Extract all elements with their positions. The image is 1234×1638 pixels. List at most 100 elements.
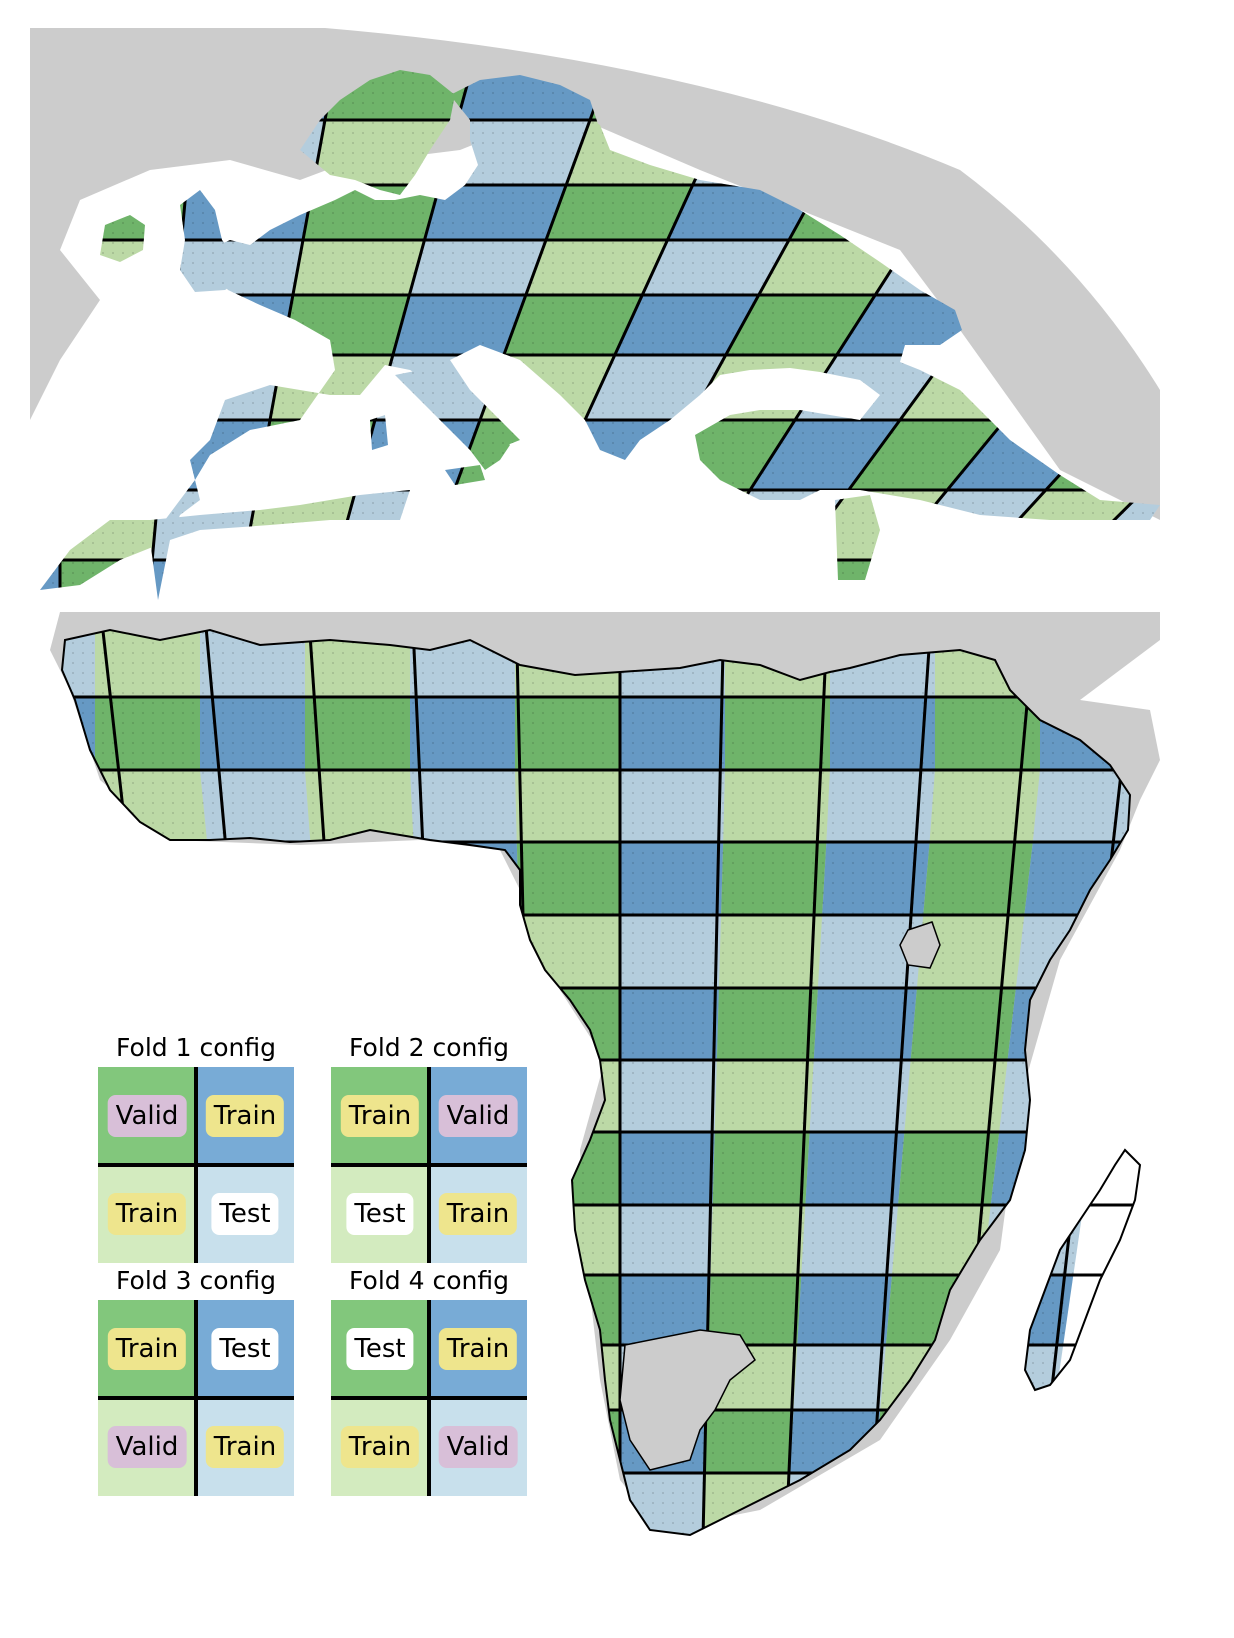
africa-grid-cell — [114, 915, 225, 988]
europe-cell-texture — [1072, 120, 1160, 185]
africa-cell-texture — [1015, 915, 1126, 988]
africa-coastline — [60, 628, 1132, 1537]
europe-grid-cell — [1153, 185, 1160, 240]
africa-grid-cell — [0, 915, 26, 988]
africa-cell-texture — [515, 697, 620, 770]
africa-grid-cell — [0, 842, 13, 915]
europe-cell-texture — [888, 0, 1065, 60]
europe-grid-cell — [855, 70, 1026, 120]
africa-cell-texture — [518, 915, 620, 988]
africa-cell-texture — [62, 915, 126, 988]
africa-cell-texture — [521, 988, 620, 1060]
africa-cell-texture — [721, 842, 827, 915]
africa-cell-texture — [620, 770, 725, 842]
africa-grid-cell — [0, 770, 1, 842]
fold-2-title: Fold 2 config — [349, 1033, 509, 1062]
europe-cell-texture — [614, 295, 759, 355]
europe-cell-texture — [176, 240, 303, 295]
fold-1-cell-top-left: Valid — [98, 1067, 196, 1165]
fold-2-label-bottom-right: Train — [438, 1193, 518, 1235]
europe-grid-cell — [750, 0, 921, 60]
africa-cell-texture — [892, 1205, 991, 1275]
africa-grid-cell — [62, 1345, 100, 1410]
africa-cell-texture — [200, 770, 311, 842]
fold-3-label-bottom-right: Train — [205, 1426, 285, 1468]
europe-grid-cell — [1199, 120, 1234, 185]
africa-cell-texture — [515, 770, 620, 842]
africa-grid-cell — [103, 842, 216, 915]
africa-cell-texture — [535, 1473, 620, 1535]
africa-grid-cell — [0, 1060, 51, 1132]
europe-cell-texture — [1170, 295, 1234, 355]
africa-cell-texture — [310, 842, 418, 915]
africa-cell-texture — [95, 697, 200, 770]
europe-grid-cell — [1166, 490, 1234, 560]
fold-4-cell-bottom-left: Train — [331, 1398, 429, 1496]
africa-cell-texture — [215, 915, 324, 988]
fold-4-label-bottom-right: Valid — [438, 1426, 518, 1468]
europe-cell-texture — [1153, 185, 1160, 240]
africa-grid-cell — [868, 1473, 960, 1535]
africa-grid-cell — [417, 915, 522, 988]
europe-grid-cell — [612, 0, 778, 60]
africa-cell-texture — [967, 1345, 1064, 1410]
africa-grid-cell — [310, 842, 418, 915]
fold-1-label-bottom-left: Train — [107, 1193, 187, 1235]
europe-cell-texture — [546, 185, 693, 240]
europe-cell-texture — [855, 70, 1026, 120]
africa-cell-texture — [533, 1410, 620, 1473]
fold-3-title: Fold 3 config — [116, 1266, 276, 1295]
fold-2-label-top-right: Valid — [438, 1095, 518, 1137]
fold-3-label-top-left: Train — [107, 1328, 187, 1370]
fold-2-cell-bottom-left: Test — [331, 1165, 429, 1263]
fold-4-label-top-left: Test — [346, 1328, 414, 1370]
europe-cell-texture — [439, 120, 590, 185]
africa-cell-texture — [898, 1132, 1000, 1205]
africa-cell-texture — [935, 697, 1040, 770]
africa-cell-texture — [725, 697, 830, 770]
africa-grid-cell — [62, 1205, 76, 1275]
africa-grid-cell — [533, 1410, 620, 1473]
europe-cell-texture — [1166, 490, 1234, 560]
europe-cell-texture — [725, 295, 876, 355]
africa-cell-texture — [951, 1473, 1045, 1535]
fold-4-cell-bottom-right: Valid — [429, 1398, 527, 1496]
europe-cell-texture — [1026, 0, 1208, 60]
africa-cell-texture — [1032, 770, 1140, 842]
europe-cell-texture — [392, 295, 526, 355]
europe-cell-texture — [503, 295, 643, 355]
europe-map — [30, 0, 1234, 600]
fold-3-label-top-right: Test — [211, 1328, 279, 1370]
africa-grid-line — [0, 560, 40, 1545]
africa-cell-texture — [620, 1275, 711, 1345]
africa-cell-texture — [620, 1205, 713, 1275]
africa-cell-texture — [410, 697, 515, 770]
fold-2-cell-bottom-right: Train — [429, 1165, 527, 1263]
africa-grid-cell — [62, 1275, 89, 1345]
africa-cell-texture — [718, 915, 823, 988]
fold-1-label-top-left: Valid — [107, 1095, 187, 1137]
africa-cell-texture — [826, 770, 935, 842]
europe-grid-cell — [1072, 120, 1160, 185]
africa-cell-texture — [95, 770, 208, 842]
europe-cell-texture — [424, 185, 567, 240]
fold-3-cell-top-right: Test — [196, 1300, 294, 1398]
fold-1-divider-horizontal — [98, 1163, 294, 1167]
europe-grid-cell — [1120, 70, 1160, 120]
africa-cell-texture — [830, 697, 935, 770]
europe-cell-texture — [1215, 355, 1234, 420]
fold-3-cell-bottom-left: Valid — [98, 1398, 196, 1496]
fold-2-divider-horizontal — [331, 1163, 527, 1167]
europe-grid-cell — [1032, 185, 1160, 240]
fold-1-cell-top-right: Train — [196, 1067, 294, 1165]
africa-cell-texture — [62, 1132, 64, 1205]
africa-cell-texture — [809, 1060, 911, 1132]
europe-cell-texture — [1108, 240, 1160, 295]
africa-cell-texture — [923, 842, 1033, 915]
africa-cell-texture — [999, 1060, 1105, 1132]
africa-grid-cell — [959, 1410, 1054, 1473]
africa-cell-texture — [62, 1345, 100, 1410]
africa-cell-texture — [114, 915, 225, 988]
africa-grid-cell — [535, 1473, 620, 1535]
africa-grid-line — [867, 630, 937, 1535]
